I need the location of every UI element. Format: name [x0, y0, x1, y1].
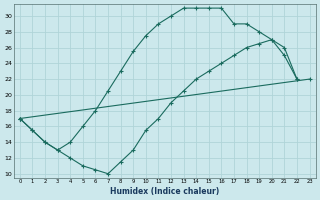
X-axis label: Humidex (Indice chaleur): Humidex (Indice chaleur) — [110, 187, 219, 196]
